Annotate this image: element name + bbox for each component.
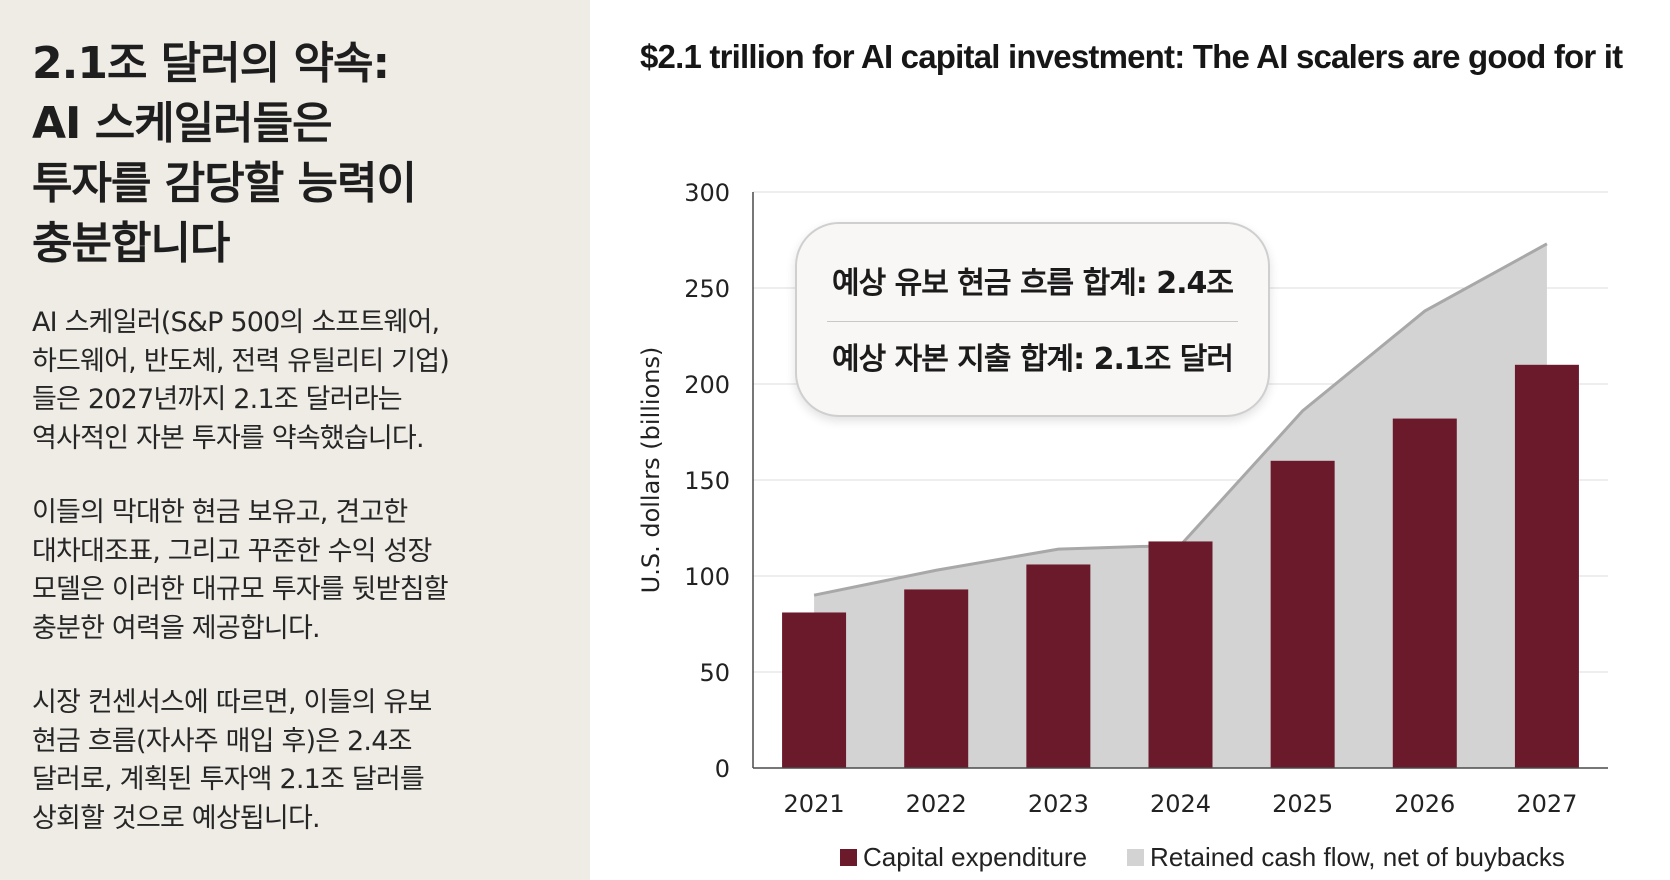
paragraph-consensus: 시장 컨센서스에 따르면, 이들의 유보 현금 흐름(자사주 매입 후)은 2.… [32, 687, 432, 834]
paragraph-capacity: 이들의 막대한 현금 보유고, 견고한 대차대조표, 그리고 꾸준한 수익 성장… [32, 497, 449, 644]
left-panel: 2.1조 달러의 약속: AI 스케일러들은 투자를 감당할 능력이 충분합니다… [0, 0, 590, 880]
legend-label-capex: Capital expenditure [863, 841, 1088, 872]
chart-panel: $2.1 trillion for AI capital investment:… [590, 0, 1670, 880]
chart-title: $2.1 trillion for AI capital investment:… [640, 38, 1623, 75]
legend-label-cashflow: Retained cash flow, net of buybacks [1150, 841, 1565, 872]
cashflow-area [814, 243, 1547, 769]
capex-bar-2021 [782, 612, 847, 768]
x-tick-2026: 2026 [1394, 790, 1455, 818]
headline: 2.1조 달러의 약속: AI 스케일러들은 투자를 감당할 능력이 충분합니다 [32, 38, 417, 269]
x-tick-2024: 2024 [1150, 790, 1211, 818]
legend-swatch-capex [840, 848, 857, 866]
capex-bar-2023 [1026, 564, 1091, 768]
summary-divider [827, 321, 1238, 322]
y-axis-label: U.S. dollars (billions) [637, 347, 665, 594]
y-tick-labels: 0 50 100 150 200 250 300 [684, 179, 730, 783]
axes [752, 192, 1608, 769]
x-tick-2027: 2027 [1516, 790, 1577, 818]
summary-callout: 예상 유보 현금 흐름 합계: 2.4조 예상 자본 지출 합계: 2.1조 달… [795, 222, 1270, 417]
y-tick-150: 150 [684, 467, 730, 495]
x-tick-2025: 2025 [1272, 790, 1333, 818]
x-tick-2021: 2021 [784, 790, 845, 818]
y-tick-50: 50 [699, 659, 730, 687]
capex-bar-2027 [1514, 364, 1579, 768]
x-tick-2023: 2023 [1028, 790, 1089, 818]
capex-bars [782, 364, 1579, 768]
paragraph-commitment: AI 스케일러(S&P 500의 소프트웨어, 하드웨어, 반도체, 전력 유틸… [32, 307, 450, 454]
summary-capex-total: 예상 자본 지출 합계: 2.1조 달러 [832, 342, 1234, 377]
x-tick-2022: 2022 [906, 790, 967, 818]
chart-legend: Capital expenditure Retained cash flow, … [840, 842, 1605, 872]
x-tick-labels: 2021 2022 2023 2024 2025 2026 2027 [784, 790, 1578, 818]
capex-bar-2026 [1392, 418, 1457, 768]
y-tick-200: 200 [684, 371, 730, 399]
legend-item-cashflow: Retained cash flow, net of buybacks [1127, 842, 1565, 873]
y-tick-0: 0 [715, 755, 730, 783]
capex-bar-2022 [904, 589, 969, 768]
y-tick-300: 300 [684, 179, 730, 207]
capex-bar-2025 [1270, 460, 1335, 768]
summary-cashflow-total: 예상 유보 현금 흐름 합계: 2.4조 [832, 266, 1234, 301]
legend-item-capex: Capital expenditure [840, 842, 1087, 873]
y-tick-250: 250 [684, 275, 730, 303]
capex-bar-2024 [1148, 541, 1213, 768]
legend-swatch-cashflow [1127, 848, 1145, 866]
y-tick-100: 100 [684, 563, 730, 591]
